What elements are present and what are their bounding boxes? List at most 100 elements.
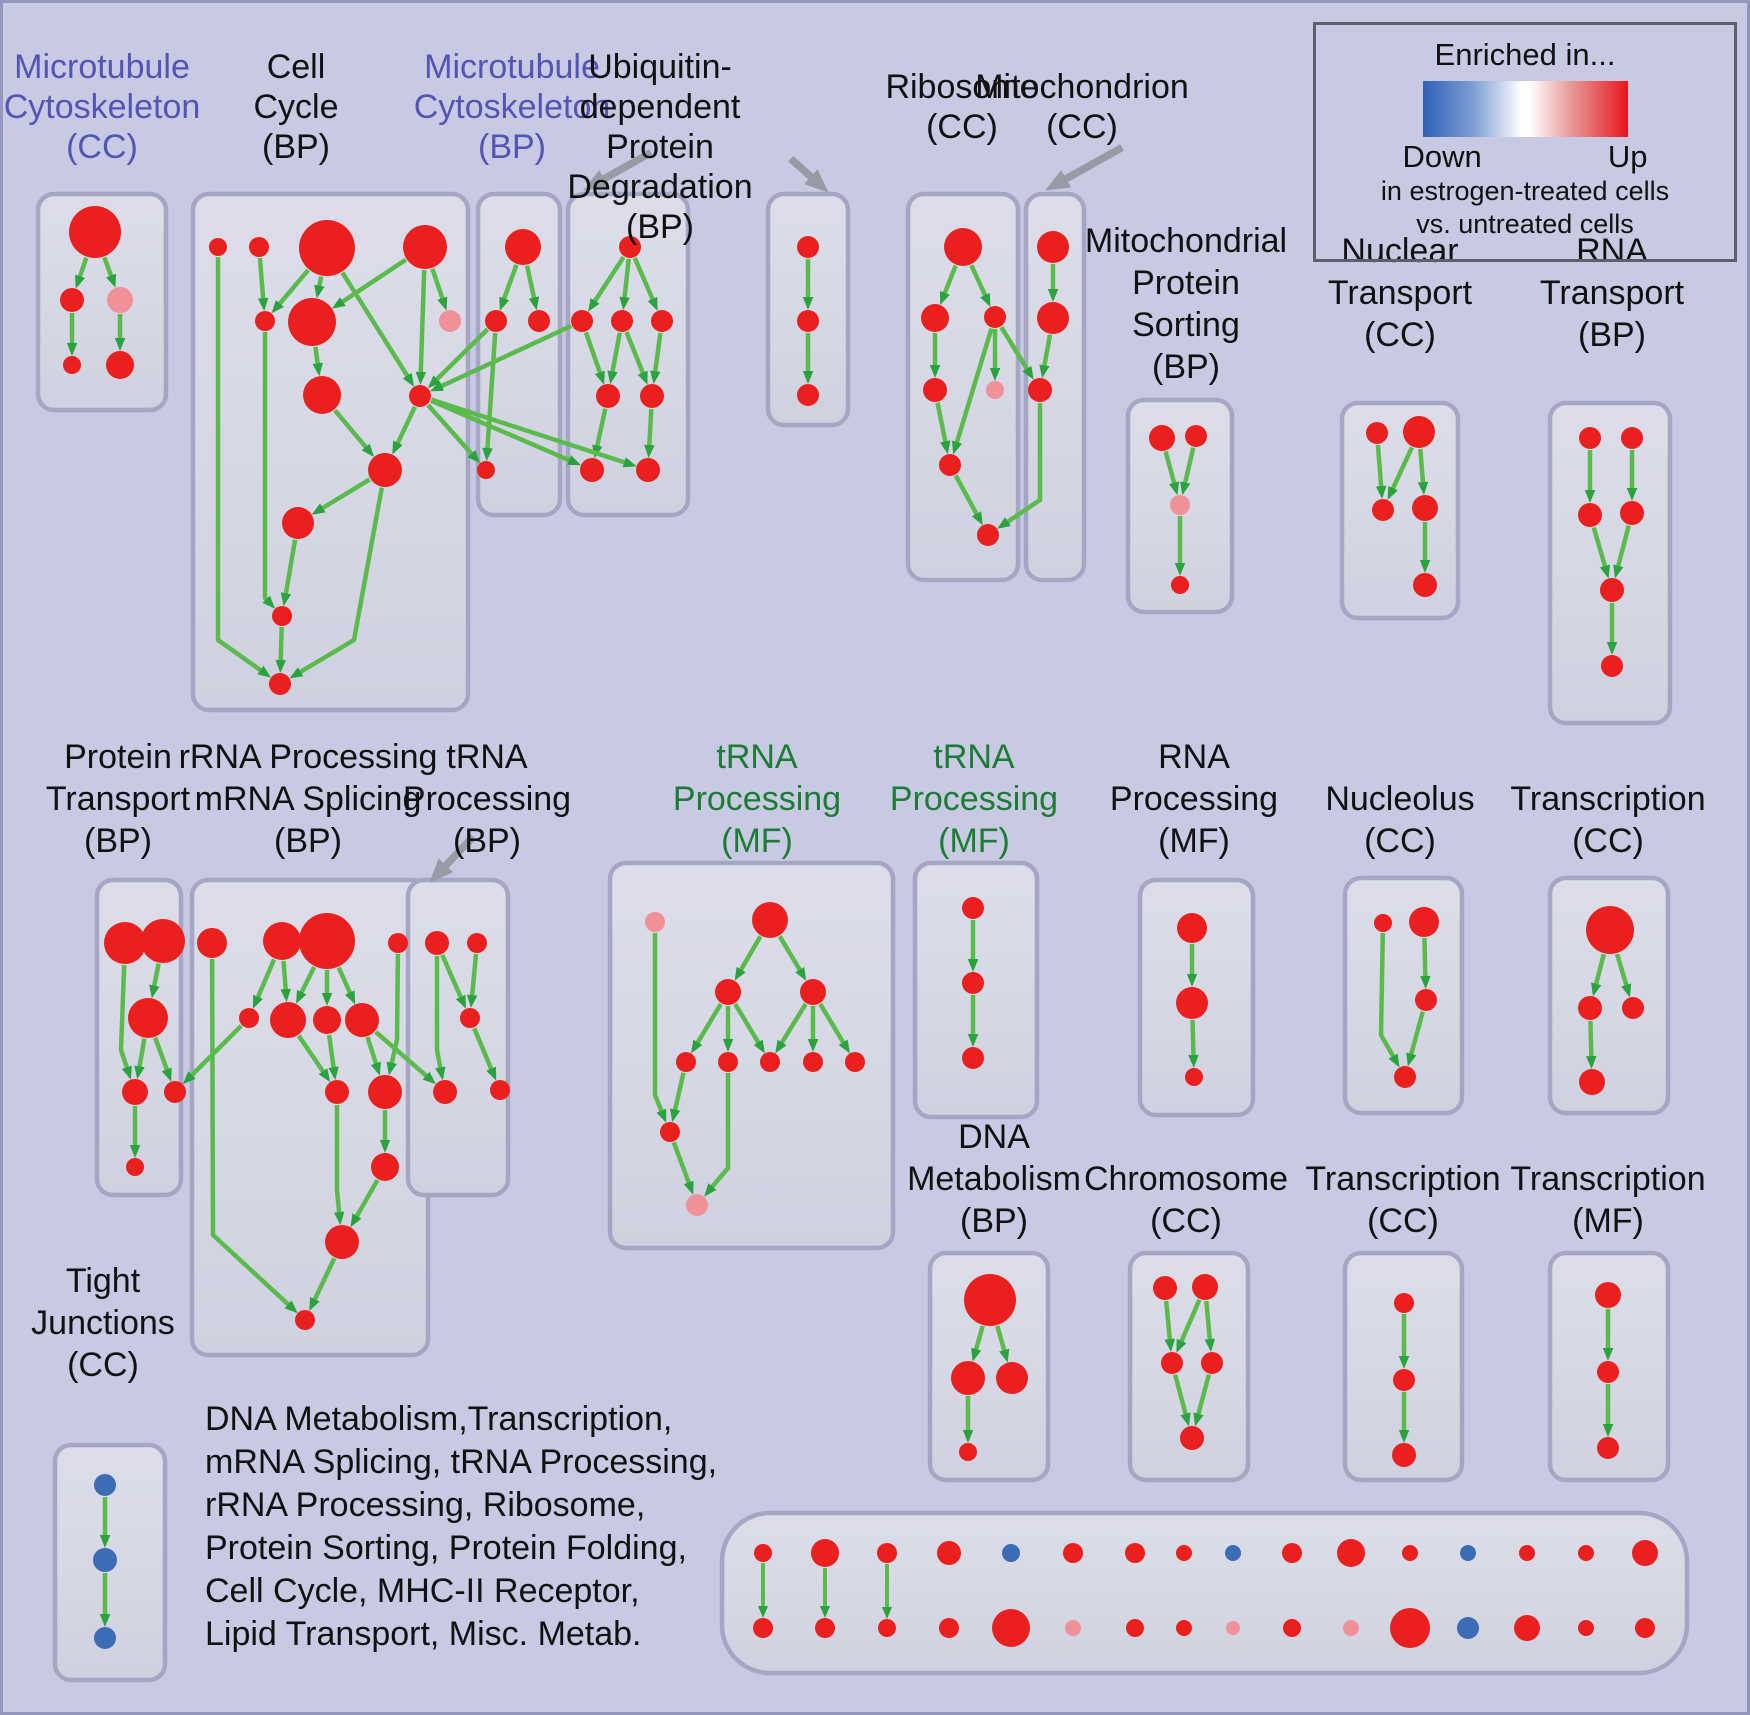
go-term-node bbox=[1180, 1426, 1204, 1450]
cluster-label-rna-processing-mf: Processing bbox=[1110, 780, 1278, 818]
strip-node-bottom bbox=[1176, 1620, 1192, 1636]
cluster-label-ubiquitin-degradation: Ubiquitin- bbox=[588, 48, 732, 86]
go-term-node bbox=[269, 673, 291, 695]
go-term-node bbox=[977, 524, 999, 546]
go-term-node bbox=[1600, 578, 1624, 602]
strip-node-bottom bbox=[1635, 1618, 1655, 1638]
go-term-node bbox=[1374, 914, 1392, 932]
go-term-node bbox=[209, 238, 227, 256]
cluster-box-chromosome bbox=[1127, 1250, 1251, 1483]
go-term-node bbox=[467, 933, 487, 953]
go-term-node bbox=[959, 1443, 977, 1461]
go-term-node bbox=[122, 1079, 148, 1105]
strip-node-top bbox=[1337, 1539, 1365, 1567]
go-term-node bbox=[1578, 503, 1602, 527]
cluster-label-nucleolus: (CC) bbox=[1364, 822, 1436, 860]
go-term-node bbox=[645, 912, 665, 932]
go-term-node bbox=[485, 310, 507, 332]
cluster-label-nuclear-transport: Nuclear bbox=[1341, 232, 1458, 270]
go-term-node bbox=[1595, 1282, 1621, 1308]
go-term-node bbox=[845, 1052, 865, 1072]
strip-node-top bbox=[1002, 1544, 1020, 1562]
go-term-node bbox=[313, 1006, 341, 1034]
go-term-node bbox=[239, 1008, 259, 1028]
cluster-label-cell-cycle: Cell bbox=[267, 48, 326, 86]
cluster-label-mitochondrion: Mitochondrion bbox=[975, 68, 1189, 106]
go-term-node bbox=[964, 1274, 1016, 1326]
go-term-node bbox=[1185, 1068, 1203, 1086]
strip-node-top bbox=[1402, 1545, 1418, 1561]
go-term-node bbox=[676, 1052, 696, 1072]
go-term-node bbox=[1177, 913, 1207, 943]
cluster-labels: MicrotubuleCytoskeleton(CC)CellCycle(BP)… bbox=[4, 48, 1706, 1653]
cluster-label-ubiquitin-degradation: (BP) bbox=[626, 208, 694, 246]
cluster-label-transcription-mf: Transcription bbox=[1510, 1160, 1705, 1198]
label-pointer-arrows bbox=[429, 144, 1124, 883]
go-term-node bbox=[1037, 231, 1069, 263]
cluster-boxes bbox=[35, 191, 1690, 1683]
go-term-node bbox=[1149, 425, 1175, 451]
go-term-node bbox=[368, 453, 402, 487]
go-term-node bbox=[477, 461, 495, 479]
go-term-node bbox=[752, 902, 788, 938]
strip-node-bottom bbox=[1065, 1620, 1081, 1636]
cluster-label-rrna-processing-mrna-splicing: (BP) bbox=[274, 822, 342, 860]
cluster-label-ubiquitin-degradation: Protein bbox=[606, 128, 714, 166]
go-term-node bbox=[962, 1047, 984, 1069]
go-term-node bbox=[1622, 997, 1644, 1019]
legend-gradient-bar bbox=[1422, 81, 1628, 137]
go-term-node bbox=[388, 933, 408, 953]
cluster-label-transcription-cc-mid: Transcription bbox=[1510, 780, 1705, 818]
go-term-node bbox=[715, 979, 741, 1005]
go-term-node bbox=[636, 458, 660, 482]
cluster-label-microtubule-cc: (CC) bbox=[66, 128, 138, 166]
go-term-node bbox=[944, 228, 982, 266]
strip-node-bottom bbox=[815, 1618, 835, 1638]
strip-node-bottom bbox=[939, 1618, 959, 1638]
cluster-label-transcription-cc-mid: (CC) bbox=[1572, 822, 1644, 860]
go-term-node bbox=[797, 384, 819, 406]
misc-strip-nodes bbox=[753, 1539, 1658, 1648]
cluster-label-trna-processing-mf-large: tRNA bbox=[716, 738, 798, 776]
go-term-node bbox=[686, 1194, 708, 1216]
go-term-node bbox=[505, 229, 541, 265]
go-term-node bbox=[596, 384, 620, 408]
cluster-label-transcription-cc-bottom: Transcription bbox=[1305, 1160, 1500, 1198]
cluster-label-trna-processing-mf-small: tRNA bbox=[933, 738, 1015, 776]
go-term-node bbox=[272, 606, 292, 626]
cluster-label-trna-processing-bp: (BP) bbox=[453, 822, 521, 860]
legend-down-label: Down bbox=[1402, 139, 1482, 174]
strip-node-bottom bbox=[1343, 1620, 1359, 1636]
misc-collapsed-clusters-note: Cell Cycle, MHC-II Receptor, bbox=[205, 1572, 640, 1610]
cluster-label-dna-metabolism: (BP) bbox=[960, 1202, 1028, 1240]
go-term-node bbox=[1413, 573, 1437, 597]
go-term-node bbox=[1028, 378, 1052, 402]
go-term-node bbox=[94, 1627, 116, 1649]
misc-collapsed-clusters-note: rRNA Processing, Ribosome, bbox=[205, 1486, 645, 1524]
go-term-node bbox=[1403, 416, 1435, 448]
go-term-node bbox=[962, 972, 984, 994]
go-term-node bbox=[1393, 1369, 1415, 1391]
go-term-node bbox=[996, 1362, 1028, 1394]
go-term-node bbox=[1597, 1361, 1619, 1383]
cluster-label-dna-metabolism: Metabolism bbox=[907, 1160, 1081, 1198]
strip-node-bottom bbox=[1283, 1619, 1301, 1637]
legend-title: Enriched in... bbox=[1434, 37, 1616, 72]
go-term-node bbox=[1394, 1066, 1416, 1088]
cluster-label-transcription-mf: (MF) bbox=[1572, 1202, 1644, 1240]
go-term-node bbox=[528, 310, 550, 332]
misc-collapsed-clusters-note: mRNA Splicing, tRNA Processing, bbox=[205, 1443, 717, 1481]
go-term-node bbox=[371, 1153, 399, 1181]
cluster-box-nuclear-transport bbox=[1339, 400, 1461, 621]
go-term-node bbox=[1394, 1293, 1414, 1313]
go-term-node bbox=[1578, 996, 1602, 1020]
go-term-node bbox=[403, 225, 447, 269]
strip-node-top bbox=[877, 1543, 897, 1563]
cluster-label-ubiquitin-degradation: Degradation bbox=[567, 168, 752, 206]
go-term-node bbox=[141, 919, 185, 963]
go-term-node bbox=[439, 310, 461, 332]
go-term-node bbox=[986, 381, 1004, 399]
cluster-label-ubiquitin-degradation: dependent bbox=[580, 88, 741, 126]
strip-node-top bbox=[1063, 1543, 1083, 1563]
